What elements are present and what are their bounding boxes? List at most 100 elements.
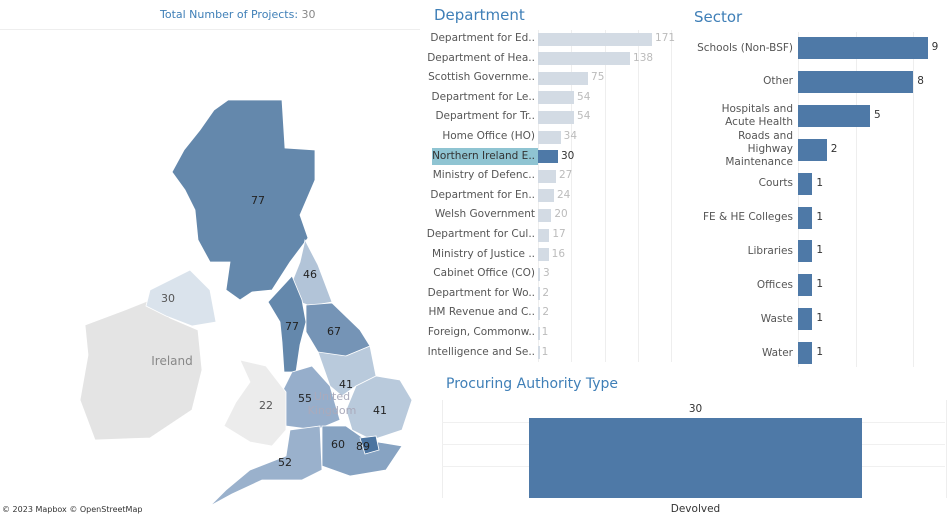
sector-label[interactable]: Other <box>763 75 793 88</box>
department-chart[interactable]: Department for Ed.. 171 Department of Hea.… <box>426 0 688 370</box>
department-label[interactable]: Department for Ed.. <box>430 32 535 44</box>
sector-value: 1 <box>816 346 824 359</box>
sector-bar[interactable] <box>798 104 870 127</box>
department-bar[interactable] <box>538 326 540 340</box>
sector-label[interactable]: Roads and Highway Maintenance <box>725 130 793 169</box>
department-bar[interactable] <box>538 52 631 66</box>
procuring-label[interactable]: Devolved <box>670 503 721 515</box>
region-value-label: 41 <box>339 378 353 391</box>
sector-title: Sector <box>694 8 743 26</box>
department-bar[interactable] <box>538 32 653 46</box>
sector-label[interactable]: Waste <box>760 312 793 325</box>
department-value: 54 <box>577 90 591 103</box>
region-value-label: 52 <box>278 456 292 469</box>
department-value: 34 <box>563 130 578 142</box>
sector-bar[interactable] <box>798 172 813 195</box>
map-region[interactable] <box>267 275 307 373</box>
department-bar[interactable] <box>538 267 540 281</box>
map-region[interactable] <box>209 425 323 507</box>
gridline <box>798 32 799 367</box>
sector-label[interactable]: Water <box>761 346 793 359</box>
sector-label[interactable]: FE & HE Colleges <box>702 211 793 223</box>
gridline <box>671 30 673 362</box>
map-region[interactable] <box>345 375 413 441</box>
department-label[interactable]: Department for Wo.. <box>427 286 535 299</box>
map-region[interactable] <box>321 425 403 477</box>
region-value-label: 46 <box>303 268 317 281</box>
sector-bar[interactable] <box>798 342 813 365</box>
sector-label[interactable]: Libraries <box>747 244 793 257</box>
department-bar[interactable] <box>538 189 554 203</box>
sector-bar[interactable] <box>798 138 827 161</box>
ireland-land <box>79 299 203 441</box>
department-bar[interactable] <box>538 169 556 183</box>
department-bar[interactable] <box>538 208 552 222</box>
sector-chart[interactable]: Schools (Non-BSF) 9 Other 8 Hospitals and Ac… <box>690 0 952 370</box>
gridline <box>604 30 606 362</box>
department-label[interactable]: Department for Cul.. <box>426 228 535 240</box>
sector-bar[interactable] <box>798 308 813 331</box>
department-label[interactable]: Scottish Governme.. <box>428 71 535 84</box>
sector-label[interactable]: Courts <box>758 177 793 190</box>
selected-label-highlight <box>432 147 538 165</box>
region-value-label: 22 <box>259 399 273 412</box>
map-region[interactable] <box>359 435 380 455</box>
map-region[interactable] <box>171 99 316 301</box>
region-value-label: 77 <box>251 194 265 207</box>
department-value: 54 <box>577 110 591 123</box>
department-label[interactable]: Northern Ireland E.. <box>432 149 535 162</box>
department-label[interactable]: Department of Hea.. <box>427 51 535 64</box>
sector-label[interactable]: Offices <box>756 278 793 291</box>
region-value-label: 41 <box>373 404 387 417</box>
department-bar[interactable] <box>538 91 575 105</box>
department-value: 24 <box>557 188 571 201</box>
total-projects-header: Total Number of Projects: 30 <box>160 8 316 21</box>
map-region[interactable] <box>145 269 217 327</box>
sector-label[interactable]: Schools (Non-BSF) <box>697 41 793 54</box>
department-bar[interactable] <box>538 71 589 85</box>
gridline <box>913 32 915 367</box>
department-bar[interactable] <box>538 306 540 320</box>
department-label[interactable]: Ministry of Justice .. <box>432 247 535 260</box>
map-region[interactable] <box>223 359 287 447</box>
map-attribution[interactable]: © 2023 Mapbox © OpenStreetMap <box>2 505 143 514</box>
department-value: 75 <box>591 71 605 84</box>
procuring-value: 30 <box>688 403 703 415</box>
department-bar[interactable] <box>538 110 575 124</box>
department-label[interactable]: Department for Le.. <box>431 90 535 103</box>
department-label[interactable]: Welsh Government <box>434 208 535 221</box>
department-value: 17 <box>552 228 566 240</box>
department-label[interactable]: Cabinet Office (CO) <box>433 267 535 280</box>
chart-frame <box>442 400 947 498</box>
total-value: 30 <box>301 8 316 21</box>
department-bar[interactable] <box>538 130 561 144</box>
department-label[interactable]: Ministry of Defenc.. <box>432 169 535 182</box>
sector-bar[interactable] <box>798 274 813 297</box>
department-label[interactable]: Department for En.. <box>430 188 535 201</box>
department-label[interactable]: Department for Tr.. <box>435 110 535 123</box>
department-label[interactable]: Intelligence and Se.. <box>427 345 535 358</box>
department-bar[interactable] <box>538 346 540 360</box>
department-label[interactable]: Home Office (HO) <box>442 130 535 142</box>
sector-value: 8 <box>917 74 924 87</box>
sector-bar[interactable] <box>798 37 928 59</box>
country-label: Ireland <box>151 354 193 368</box>
department-value: 20 <box>554 208 568 221</box>
department-label[interactable]: HM Revenue and C.. <box>428 306 535 319</box>
department-bar[interactable] <box>538 150 558 164</box>
department-bar[interactable] <box>538 228 550 242</box>
department-bar[interactable] <box>538 248 549 262</box>
sector-value: 1 <box>816 278 824 291</box>
sector-bar[interactable] <box>798 240 813 263</box>
department-bar[interactable] <box>538 287 540 301</box>
sector-label[interactable]: Hospitals and Acute Health <box>721 102 793 128</box>
department-value: 30 <box>561 149 575 162</box>
sector-value: 2 <box>830 142 838 155</box>
sector-bar[interactable] <box>798 206 813 229</box>
sector-bar[interactable] <box>798 70 914 93</box>
procuring-bar[interactable] <box>529 418 862 498</box>
procuring-chart[interactable]: 30 Devolved <box>442 400 947 516</box>
department-label[interactable]: Foreign, Commonw.. <box>427 326 535 338</box>
country-label: United <box>314 390 350 403</box>
